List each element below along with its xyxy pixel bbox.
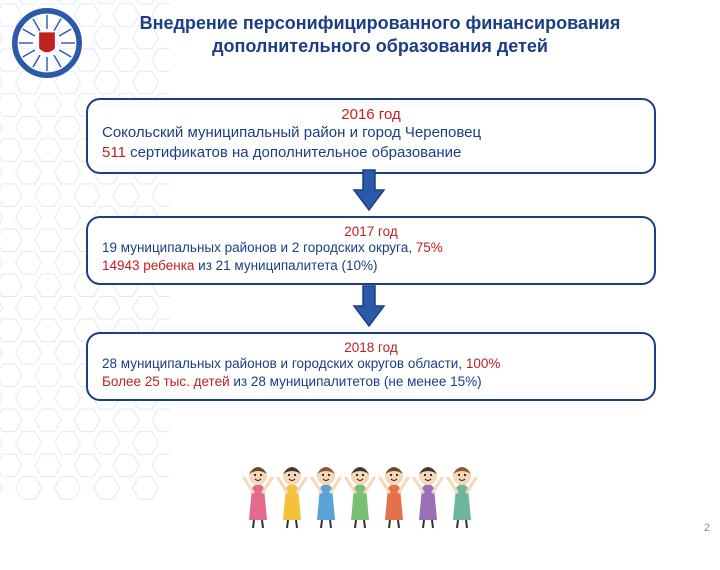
- year-label: 2018 год: [102, 340, 640, 355]
- page-title: Внедрение персонифицированного финансиро…: [100, 12, 660, 57]
- year-label: 2016 год: [102, 106, 640, 123]
- header-emblem: [12, 8, 82, 78]
- page-number: 2: [704, 522, 710, 534]
- flow-arrow-1: [352, 284, 386, 328]
- year-box-body: Сокольский муниципальный район и город Ч…: [102, 123, 640, 164]
- children-illustration: [240, 450, 480, 530]
- year-box-1: 2017 год19 муниципальных районов и 2 гор…: [86, 216, 656, 285]
- year-box-body: 19 муниципальных районов и 2 городских о…: [102, 239, 640, 275]
- year-box-2: 2018 год28 муниципальных районов и город…: [86, 332, 656, 401]
- year-label: 2017 год: [102, 224, 640, 239]
- year-box-body: 28 муниципальных районов и городских окр…: [102, 355, 640, 391]
- year-box-0: 2016 годСокольский муниципальный район и…: [86, 98, 656, 174]
- flow-arrow-0: [352, 168, 386, 212]
